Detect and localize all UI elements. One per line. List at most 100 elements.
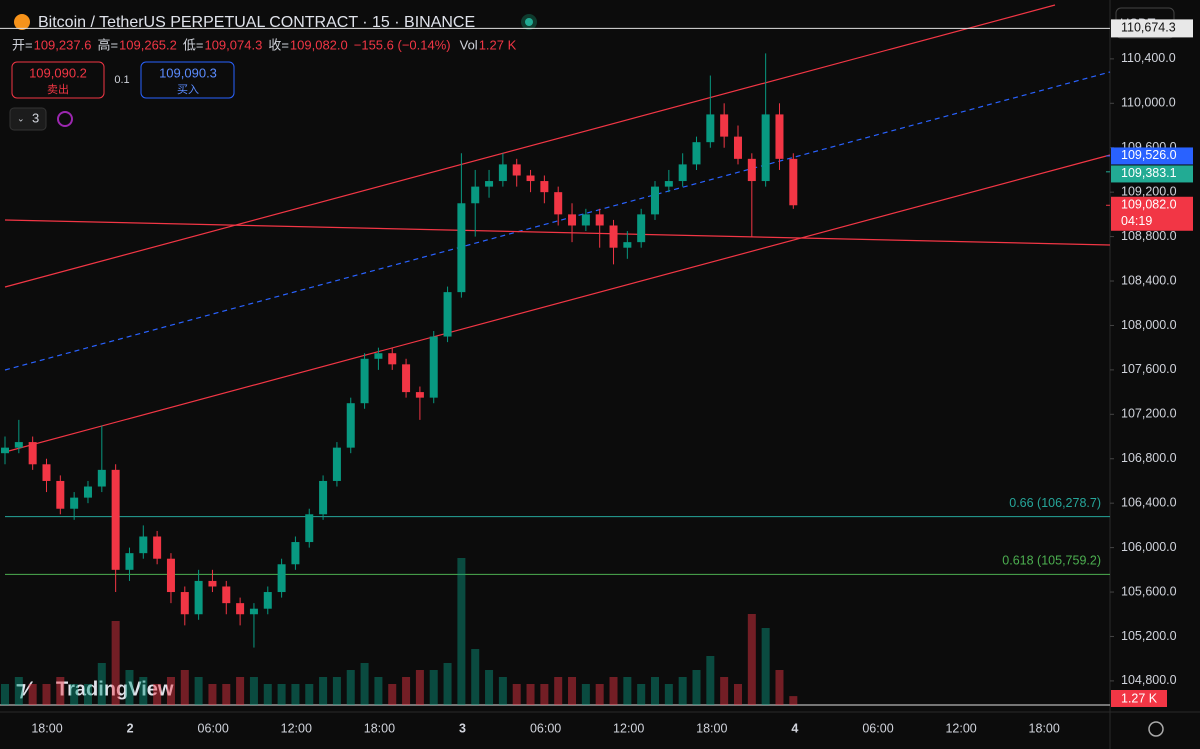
price-label: 109,526.0 — [1121, 148, 1177, 162]
y-tick-label: 107,600.0 — [1121, 362, 1177, 376]
volume-bar — [180, 670, 189, 705]
y-tick-label: 108,400.0 — [1121, 273, 1177, 287]
volume-bar — [471, 649, 480, 705]
x-tick-label: 12:00 — [281, 721, 312, 735]
y-tick-label: 110,400.0 — [1121, 51, 1176, 65]
candle-body — [236, 603, 245, 615]
volume-bar — [42, 684, 51, 705]
candle-body — [595, 214, 604, 226]
candle-body — [332, 447, 341, 481]
volume-bar — [97, 663, 106, 705]
candle-body — [457, 203, 466, 293]
candle-body — [471, 186, 480, 204]
volume-bar — [457, 558, 466, 705]
candle-body — [194, 580, 203, 615]
candle-body — [1, 447, 9, 454]
volume-bar — [319, 677, 328, 705]
chevron: ⌄ — [17, 113, 25, 123]
y-tick-label: 109,200.0 — [1121, 184, 1177, 198]
high-label: 110,674.3 — [1121, 21, 1176, 35]
x-tick-label: 3 — [459, 721, 466, 735]
change: −155.6 (−0.14%) — [354, 37, 451, 52]
y-tick-label: 108,800.0 — [1121, 229, 1177, 243]
channel-upper — [4, 4, 1056, 288]
volume-bar — [415, 670, 424, 705]
volume-bar — [388, 684, 397, 705]
candle-body — [678, 164, 687, 182]
volume-bar — [720, 677, 729, 705]
countdown: 04:19 — [1121, 214, 1152, 228]
buy-button[interactable] — [140, 61, 235, 99]
volume-bar — [83, 684, 92, 705]
candle-body — [28, 442, 37, 465]
ohlc-value: 109,074.3 — [204, 37, 262, 52]
candle-body — [222, 586, 231, 604]
spread: 0.1 — [114, 74, 129, 86]
candle-body — [263, 592, 272, 609]
ohlc-key: 开= — [12, 37, 33, 52]
candle-body — [789, 158, 798, 206]
volume-bar — [14, 677, 23, 705]
candle-body — [540, 181, 549, 193]
x-tick-label: 18:00 — [31, 721, 62, 735]
candle-body — [415, 392, 424, 398]
sell-label: 卖出 — [47, 82, 69, 96]
candle-body — [249, 608, 258, 615]
y-tick-label: 106,400.0 — [1121, 495, 1177, 509]
ohlc-key: 收= — [268, 37, 289, 52]
x-tick-label: 18:00 — [1029, 721, 1060, 735]
volume-bar — [28, 684, 37, 705]
volume-bar — [568, 677, 577, 705]
volume-bar — [595, 684, 604, 705]
high-badge — [1111, 19, 1193, 38]
volume-bar — [305, 684, 314, 705]
x-tick-label: 06:00 — [862, 721, 893, 735]
candle-body — [56, 480, 65, 509]
volume-bar — [664, 684, 673, 705]
candle-body — [402, 364, 411, 393]
y-tick-label: 104,800.0 — [1121, 673, 1177, 687]
volume-bar — [1, 684, 9, 705]
volume-bar — [291, 684, 300, 705]
sync-icon[interactable] — [57, 111, 73, 127]
volume-bar — [249, 677, 258, 705]
volume-bar — [637, 684, 646, 705]
price-label: 109,383.1 — [1121, 166, 1177, 180]
indicator-toggle[interactable] — [9, 107, 47, 131]
volume-bar — [581, 684, 590, 705]
settings[interactable] — [1148, 721, 1164, 737]
candle-body — [498, 164, 507, 182]
volume-bar — [111, 621, 120, 705]
volume-bar — [222, 684, 231, 705]
sell-button[interactable] — [11, 61, 105, 99]
candle-body — [111, 469, 120, 570]
candle-body — [42, 464, 51, 481]
volume-bar — [360, 663, 369, 705]
volume-bar — [512, 684, 521, 705]
volume-bar — [706, 656, 715, 705]
y-tick-label: 107,200.0 — [1121, 407, 1177, 421]
volume-bar — [554, 677, 563, 705]
volume-bar — [485, 670, 494, 705]
volume-bar — [692, 670, 701, 705]
volume-bar — [761, 628, 770, 705]
x-tick-label: 06:00 — [530, 721, 561, 735]
ohlc: 开= 109,237.6 高= 109,265.2 低= 109,074.3 收= 109,0… — [12, 37, 517, 52]
vol-key: Vol — [460, 37, 478, 52]
indicator-count: 3 — [32, 110, 39, 125]
candle-body — [291, 542, 300, 565]
candle-body — [139, 536, 148, 554]
x-tick-label: 18:00 — [364, 721, 395, 735]
x-tick-label: 12:00 — [945, 721, 976, 735]
y-tick-label: 110,000.0 — [1121, 96, 1176, 110]
buy-label: 买入 — [177, 83, 199, 96]
candle-body — [775, 114, 784, 159]
candle-body — [512, 164, 521, 176]
candle-body — [97, 469, 106, 487]
volume-bar — [194, 677, 203, 705]
volume-bar — [236, 677, 245, 705]
channel-mid — [4, 71, 1111, 371]
volume-bar — [609, 677, 618, 705]
